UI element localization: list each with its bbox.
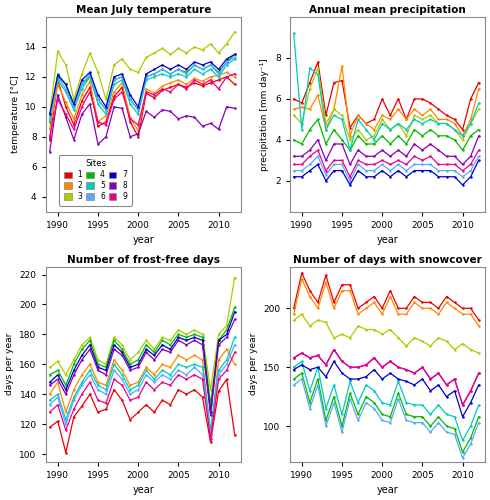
X-axis label: year: year bbox=[132, 235, 154, 245]
Title: Number of frost-free days: Number of frost-free days bbox=[67, 255, 220, 265]
Y-axis label: precipitation [mm day⁻¹]: precipitation [mm day⁻¹] bbox=[260, 58, 270, 170]
Y-axis label: temperature [°C]: temperature [°C] bbox=[11, 76, 20, 153]
Title: Annual mean precipitation: Annual mean precipitation bbox=[309, 5, 466, 15]
Legend: 1, 2, 3, 4, 5, 6, 7, 8, 9: 1, 2, 3, 4, 5, 6, 7, 8, 9 bbox=[59, 155, 132, 206]
X-axis label: year: year bbox=[376, 235, 398, 245]
Title: Number of days with snowcover: Number of days with snowcover bbox=[293, 255, 482, 265]
X-axis label: year: year bbox=[376, 485, 398, 495]
Y-axis label: days per year: days per year bbox=[5, 333, 14, 396]
Title: Mean July temperature: Mean July temperature bbox=[76, 5, 211, 15]
X-axis label: year: year bbox=[132, 485, 154, 495]
Y-axis label: days per year: days per year bbox=[249, 333, 258, 396]
